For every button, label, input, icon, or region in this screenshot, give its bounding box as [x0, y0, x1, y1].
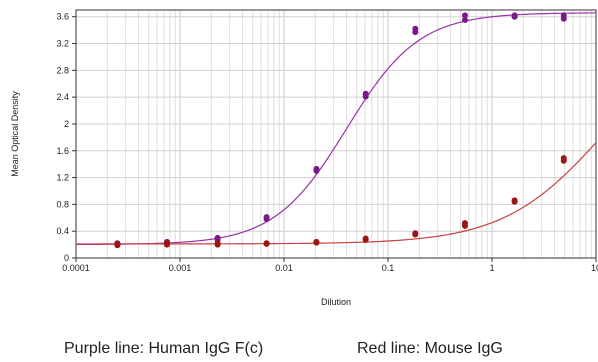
- data-point-series-1: [511, 197, 518, 204]
- y-tick-label: 1.2: [56, 173, 69, 183]
- y-axis-label: Mean Optical Density: [10, 91, 20, 177]
- data-points: [114, 12, 567, 249]
- legend-red-line: Red line: Mouse IgG: [357, 340, 503, 357]
- y-tick-label: 3.6: [56, 12, 69, 22]
- axis-ticks: 0.0001 0.001 0.01 0.1 1 10 0 0.4 0.8 1.2 1.6 2 2.4 2.…: [56, 12, 598, 273]
- data-point-series-1: [560, 155, 567, 162]
- data-point-series-0: [461, 12, 468, 19]
- x-tick-label: 0.1: [382, 263, 395, 273]
- x-tick-label: 10: [591, 263, 598, 273]
- y-tick-label: 2.8: [56, 65, 69, 75]
- y-tick-label: 0.4: [56, 226, 69, 236]
- data-point-series-0: [263, 214, 270, 221]
- fit-curve-series-0: [75, 12, 597, 246]
- data-point-series-0: [461, 17, 468, 24]
- data-point-series-1: [214, 240, 221, 247]
- fit-curve-series-1: [76, 142, 597, 245]
- y-tick-label: 0: [64, 253, 69, 263]
- y-tick-label: 2.4: [56, 92, 69, 102]
- data-point-series-0: [412, 25, 419, 32]
- data-point-series-1: [412, 230, 419, 237]
- data-point-series-0: [560, 12, 567, 19]
- fit-curves: [75, 12, 597, 246]
- data-point-series-1: [362, 235, 369, 242]
- legend-purple-line: Purple line: Human IgG F(c): [64, 340, 264, 357]
- data-point-series-0: [214, 234, 221, 241]
- data-point-series-1: [114, 240, 121, 247]
- plot-area-frame: [75, 9, 597, 259]
- y-tick-label: 3.2: [56, 39, 69, 49]
- x-tick-label: 0.001: [169, 263, 192, 273]
- data-point-series-1: [313, 238, 320, 245]
- legend: Purple line: Human IgG F(c) Red line: Mo…: [0, 340, 598, 362]
- y-tick-label: 0.8: [56, 199, 69, 209]
- data-point-series-1: [461, 220, 468, 227]
- x-axis-label: Dilution: [321, 297, 351, 307]
- x-tick-label: 0.0001: [62, 263, 90, 273]
- data-point-series-0: [362, 90, 369, 97]
- dose-response-chart: 0.0001 0.001 0.01 0.1 1 10 0 0.4 0.8 1.2 1.6 2 2.4 2.…: [10, 9, 598, 307]
- grid-lines: [75, 10, 596, 259]
- data-point-series-1: [164, 240, 171, 247]
- y-tick-label: 1.6: [56, 146, 69, 156]
- data-point-series-0: [511, 12, 518, 19]
- x-tick-label: 1: [489, 263, 494, 273]
- x-tick-label: 0.01: [275, 263, 293, 273]
- data-point-series-0: [313, 165, 320, 172]
- y-tick-label: 2: [64, 119, 69, 129]
- data-point-series-1: [263, 240, 270, 247]
